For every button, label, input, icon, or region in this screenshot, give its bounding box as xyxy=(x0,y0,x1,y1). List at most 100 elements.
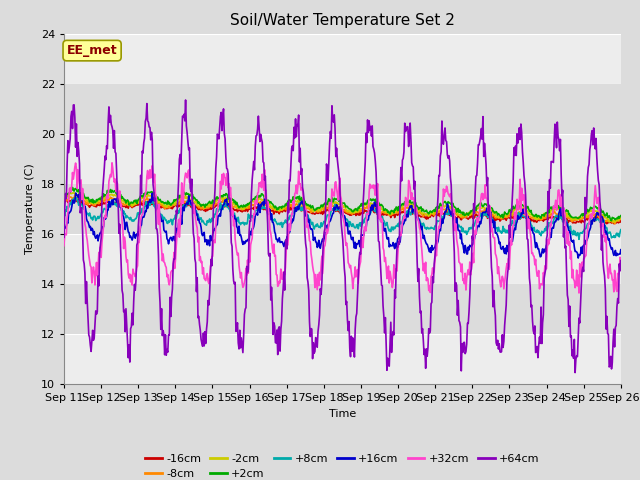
+32cm xyxy=(428,274,435,279)
-8cm xyxy=(70,195,78,201)
Bar xyxy=(64,184,621,234)
-2cm xyxy=(605,219,613,225)
+2cm xyxy=(71,186,79,192)
Bar xyxy=(64,284,621,334)
-8cm xyxy=(71,192,79,198)
+64cm xyxy=(182,97,189,103)
+2cm xyxy=(128,200,136,206)
-2cm xyxy=(214,198,222,204)
+16cm xyxy=(428,250,435,255)
Bar xyxy=(64,334,621,384)
+32cm xyxy=(60,243,68,249)
-8cm xyxy=(185,200,193,205)
+2cm xyxy=(185,192,193,197)
+8cm xyxy=(428,224,435,230)
+32cm xyxy=(128,282,136,288)
-16cm xyxy=(428,212,435,217)
+2cm xyxy=(617,213,625,218)
-16cm xyxy=(185,200,193,206)
Line: +16cm: +16cm xyxy=(64,193,621,258)
+8cm xyxy=(214,209,222,215)
+64cm xyxy=(70,102,78,108)
-16cm xyxy=(68,196,76,202)
+64cm xyxy=(428,301,435,307)
+8cm xyxy=(617,227,625,233)
-2cm xyxy=(617,216,625,222)
-2cm xyxy=(428,209,435,215)
-8cm xyxy=(60,198,68,204)
Y-axis label: Temperature (C): Temperature (C) xyxy=(25,163,35,254)
+8cm xyxy=(411,211,419,216)
+16cm xyxy=(72,190,79,196)
Line: +32cm: +32cm xyxy=(64,163,621,293)
+8cm xyxy=(185,197,193,203)
-8cm xyxy=(611,221,618,227)
-16cm xyxy=(617,219,625,225)
+2cm xyxy=(411,199,419,205)
+64cm xyxy=(572,370,579,375)
+64cm xyxy=(411,179,419,184)
-2cm xyxy=(67,190,74,195)
Line: +64cm: +64cm xyxy=(64,100,621,372)
+16cm xyxy=(60,227,68,232)
-16cm xyxy=(128,205,136,211)
+32cm xyxy=(575,290,583,296)
Bar xyxy=(64,84,621,134)
+16cm xyxy=(70,200,78,206)
-8cm xyxy=(617,215,625,221)
+16cm xyxy=(185,193,193,199)
+32cm xyxy=(617,263,625,268)
Bar xyxy=(64,134,621,184)
-2cm xyxy=(185,195,193,201)
-2cm xyxy=(411,204,419,209)
Title: Soil/Water Temperature Set 2: Soil/Water Temperature Set 2 xyxy=(230,13,455,28)
+8cm xyxy=(72,195,80,201)
+32cm xyxy=(185,167,193,173)
+2cm xyxy=(68,185,76,191)
+2cm xyxy=(428,209,435,215)
Line: +8cm: +8cm xyxy=(64,198,621,240)
+32cm xyxy=(214,203,222,209)
+64cm xyxy=(214,133,222,139)
-16cm xyxy=(71,198,79,204)
-16cm xyxy=(610,221,618,227)
+16cm xyxy=(128,237,136,243)
Legend: -16cm, -8cm, -2cm, +2cm, +8cm, +16cm, +32cm, +64cm: -16cm, -8cm, -2cm, +2cm, +8cm, +16cm, +3… xyxy=(141,449,544,480)
+8cm xyxy=(60,211,68,217)
+16cm xyxy=(574,255,582,261)
+8cm xyxy=(575,237,583,242)
+64cm xyxy=(127,324,135,329)
+64cm xyxy=(185,147,193,153)
Line: -8cm: -8cm xyxy=(64,195,621,224)
-16cm xyxy=(214,202,222,208)
+16cm xyxy=(214,213,222,219)
+16cm xyxy=(617,247,625,252)
+32cm xyxy=(411,204,419,210)
-2cm xyxy=(60,195,68,201)
-16cm xyxy=(411,211,419,216)
X-axis label: Time: Time xyxy=(329,408,356,419)
-8cm xyxy=(411,208,419,214)
+8cm xyxy=(128,218,136,224)
Bar xyxy=(64,34,621,84)
+32cm xyxy=(108,160,116,166)
+2cm xyxy=(607,218,615,224)
+2cm xyxy=(214,196,222,202)
+64cm xyxy=(617,258,625,264)
-8cm xyxy=(128,204,136,210)
-8cm xyxy=(214,200,222,206)
+16cm xyxy=(411,208,419,214)
Line: -16cm: -16cm xyxy=(64,199,621,224)
+32cm xyxy=(70,171,78,177)
-8cm xyxy=(428,210,435,216)
Line: +2cm: +2cm xyxy=(64,188,621,221)
+8cm xyxy=(70,195,78,201)
-2cm xyxy=(71,191,79,196)
-2cm xyxy=(128,203,136,209)
Bar xyxy=(64,234,621,284)
Text: EE_met: EE_met xyxy=(67,44,117,57)
+64cm xyxy=(60,234,68,240)
+2cm xyxy=(60,195,68,201)
Line: -2cm: -2cm xyxy=(64,192,621,222)
-16cm xyxy=(60,198,68,204)
